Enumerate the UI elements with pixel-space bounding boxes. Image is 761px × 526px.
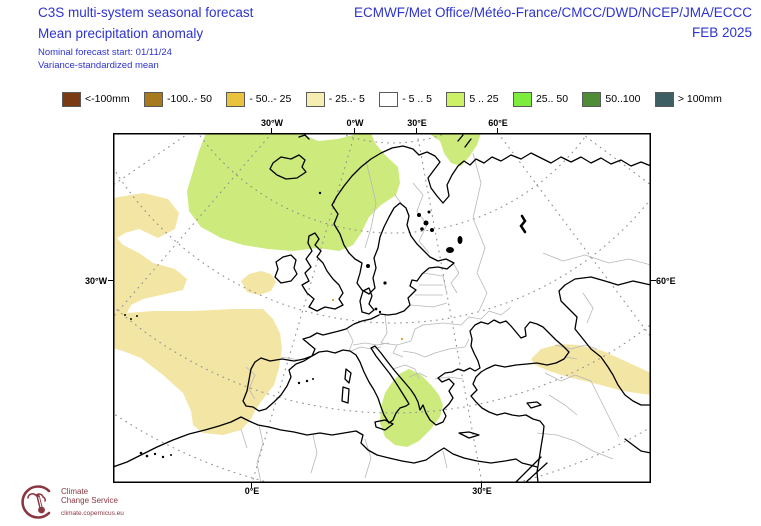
coastlines: [112, 134, 652, 484]
tick-right-60e: [651, 280, 656, 281]
axis-label-bottom-0e: 0°E: [244, 486, 260, 496]
legend-swatch: [379, 91, 399, 107]
tick-top-30e: [416, 128, 417, 133]
legend-item: -100..- 50: [144, 91, 212, 107]
logo-service-name: Climate Change Service: [61, 487, 118, 505]
color-legend: <-100mm -100..- 50 - 50..- 25 - 25..- 5 - 5 …: [62, 91, 722, 107]
forecast-map: [0, 0, 761, 499]
legend-swatch: [305, 91, 325, 107]
legend-item: 5 .. 25: [446, 91, 499, 107]
anomaly-dry-regions: [113, 193, 651, 435]
legend-label: - 5 .. 5: [402, 93, 433, 105]
tick-bottom-0e: [251, 483, 252, 488]
legend-swatch: [446, 91, 466, 107]
tick-top-60e: [497, 128, 498, 133]
axis-label-left-30w: 30°W: [85, 276, 108, 286]
tick-left-30w: [108, 280, 113, 281]
tick-top-0w: [354, 128, 355, 133]
legend-label: 50..100: [605, 93, 641, 105]
variance-note: Variance-standardized mean: [38, 60, 159, 71]
legend-item: - 50..- 25: [226, 91, 292, 107]
axis-label-top-30e: 30°E: [407, 118, 427, 128]
copernicus-logo: [16, 483, 58, 521]
legend-label: -100..- 50: [167, 93, 212, 105]
forecast-centers: ECMWF/Met Office/Météo-France/CMCC/DWD/N…: [353, 5, 752, 20]
page-subtitle: Mean precipitation anomaly: [38, 26, 204, 41]
map-frame: [113, 133, 651, 483]
legend-item: - 25..- 5: [305, 91, 365, 107]
axis-label-top-0w: 0°W: [346, 118, 364, 128]
legend-swatch: [512, 91, 532, 107]
axis-label-right-60e: 60°E: [656, 276, 676, 286]
legend-swatch: [582, 91, 602, 107]
legend-item: <-100mm: [62, 91, 130, 107]
legend-label: - 50..- 25: [249, 93, 292, 105]
legend-item: > 100mm: [654, 91, 722, 107]
page-title: C3S multi-system seasonal forecast: [38, 5, 254, 20]
axis-label-top-60e: 60°E: [488, 118, 508, 128]
legend-item: 50..100: [582, 91, 641, 107]
legend-label: 5 .. 25: [469, 93, 499, 105]
legend-label: 25.. 50: [535, 93, 569, 105]
legend-label: > 100mm: [677, 93, 722, 105]
legend-swatch: [62, 91, 81, 107]
legend-swatch: [226, 91, 246, 107]
legend-item: 25.. 50: [512, 91, 569, 107]
legend-label: - 25..- 5: [328, 93, 365, 105]
tick-bottom-30e: [481, 483, 482, 488]
legend-swatch: [654, 91, 674, 107]
valid-month: FEB 2025: [691, 25, 752, 40]
legend-item: - 5 .. 5: [379, 91, 433, 107]
country-borders: [240, 152, 652, 484]
legend-label: <-100mm: [85, 93, 130, 105]
ural-lake-squiggle: [519, 214, 527, 234]
logo-url: climate.copernicus.eu: [61, 510, 124, 517]
lakes-and-islets: [124, 191, 463, 459]
forecast-start-note: Nominal forecast start: 01/11/24: [38, 47, 172, 58]
tick-top-30w: [271, 128, 272, 133]
legend-swatch: [144, 91, 163, 107]
axis-label-top-30w: 30°W: [260, 118, 284, 128]
axis-label-bottom-30e: 30°E: [472, 486, 492, 496]
